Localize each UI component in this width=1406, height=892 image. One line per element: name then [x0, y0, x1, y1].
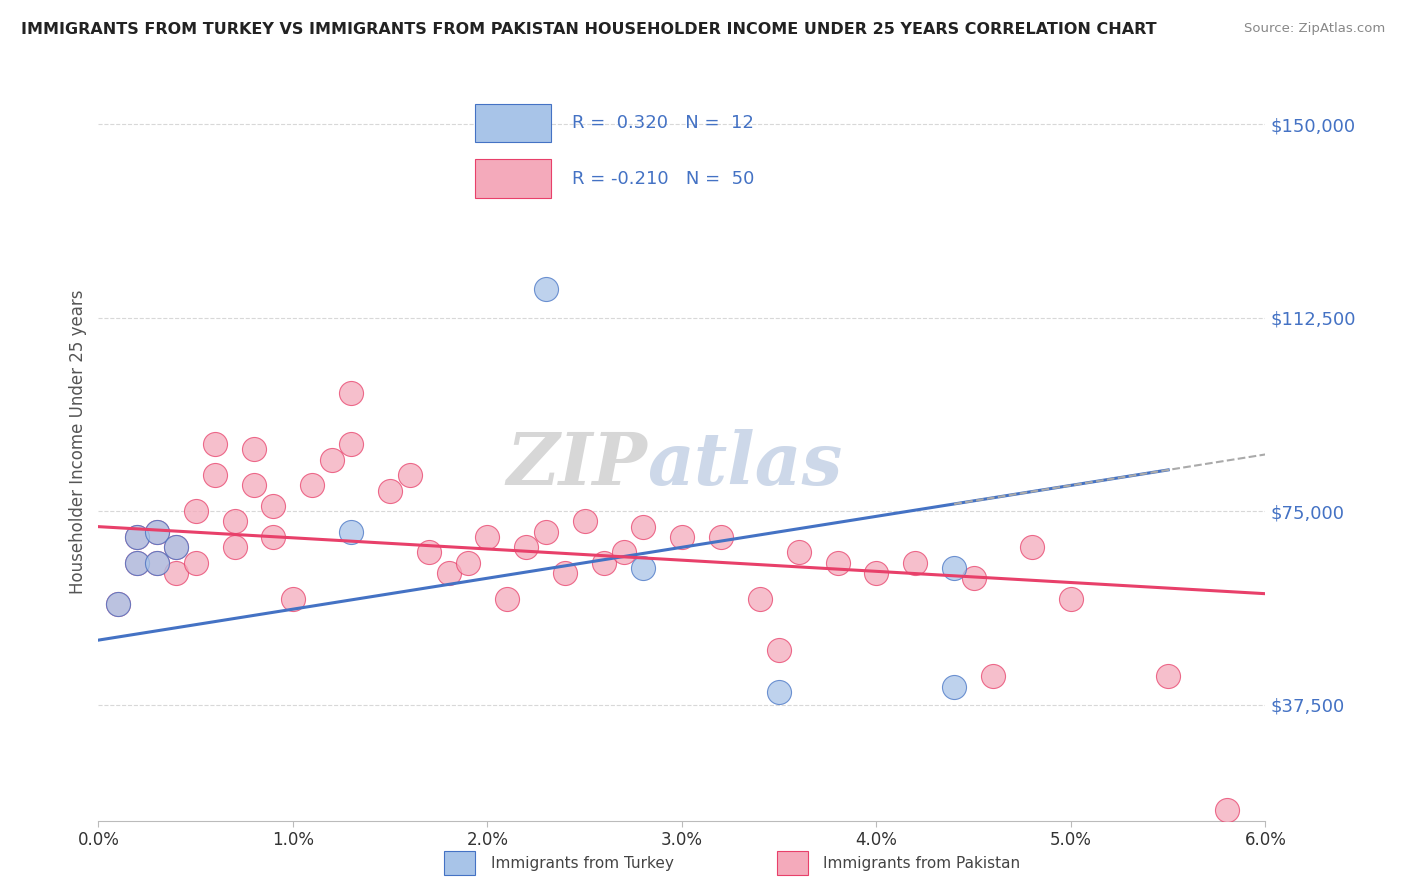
Text: atlas: atlas — [647, 429, 842, 500]
Point — [613, 545, 636, 559]
Point — [165, 541, 187, 555]
Point — [107, 597, 129, 611]
Point — [1060, 591, 1083, 606]
Point — [184, 504, 207, 518]
Bar — [778, 851, 808, 875]
Point — [1021, 541, 1043, 555]
Point — [418, 545, 440, 559]
Point — [146, 524, 169, 539]
Point — [768, 643, 790, 657]
Point — [534, 282, 557, 296]
Point — [710, 530, 733, 544]
Point — [127, 556, 149, 570]
Point — [768, 684, 790, 698]
Point — [1157, 669, 1180, 683]
Point — [827, 556, 849, 570]
Point — [340, 437, 363, 451]
Point — [631, 561, 654, 575]
Point — [671, 530, 693, 544]
Point — [398, 468, 420, 483]
Text: Immigrants from Pakistan: Immigrants from Pakistan — [824, 855, 1021, 871]
Point — [631, 519, 654, 533]
Point — [127, 530, 149, 544]
Point — [243, 478, 266, 492]
Point — [184, 556, 207, 570]
Point — [301, 478, 323, 492]
Point — [146, 556, 169, 570]
Point — [593, 556, 616, 570]
Point — [165, 566, 187, 580]
Point — [204, 437, 226, 451]
Point — [865, 566, 887, 580]
Point — [146, 524, 169, 539]
Point — [981, 669, 1004, 683]
Point — [262, 499, 284, 513]
Point — [262, 530, 284, 544]
Point — [340, 385, 363, 400]
Point — [748, 591, 770, 606]
Point — [146, 556, 169, 570]
Point — [224, 541, 246, 555]
Bar — [444, 851, 475, 875]
Point — [943, 680, 966, 694]
Y-axis label: Householder Income Under 25 years: Householder Income Under 25 years — [69, 289, 87, 594]
Point — [962, 571, 984, 585]
Point — [340, 524, 363, 539]
Point — [127, 530, 149, 544]
Point — [127, 556, 149, 570]
Point — [496, 591, 519, 606]
Point — [943, 561, 966, 575]
Point — [380, 483, 402, 498]
Text: Immigrants from Turkey: Immigrants from Turkey — [491, 855, 673, 871]
Point — [224, 515, 246, 529]
Text: ZIP: ZIP — [506, 429, 647, 500]
Point — [1215, 803, 1237, 817]
Point — [457, 556, 479, 570]
Point — [243, 442, 266, 457]
Point — [574, 515, 596, 529]
Point — [204, 468, 226, 483]
Text: Source: ZipAtlas.com: Source: ZipAtlas.com — [1244, 22, 1385, 36]
Point — [904, 556, 927, 570]
Text: IMMIGRANTS FROM TURKEY VS IMMIGRANTS FROM PAKISTAN HOUSEHOLDER INCOME UNDER 25 Y: IMMIGRANTS FROM TURKEY VS IMMIGRANTS FRO… — [21, 22, 1157, 37]
Point — [515, 541, 537, 555]
Point — [477, 530, 499, 544]
Point — [437, 566, 460, 580]
Point — [281, 591, 304, 606]
Point — [534, 524, 557, 539]
Point — [321, 452, 343, 467]
Point — [554, 566, 576, 580]
Point — [787, 545, 810, 559]
Point — [107, 597, 129, 611]
Point — [165, 541, 187, 555]
